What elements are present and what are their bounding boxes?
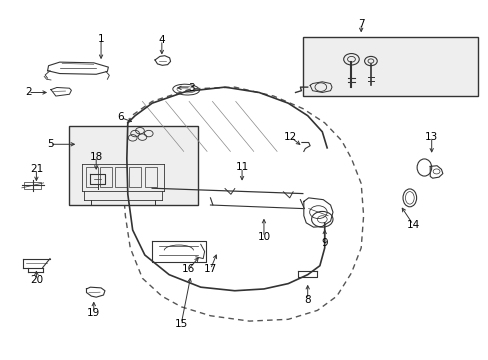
Text: 13: 13 [424,132,437,142]
Bar [129,167,141,187]
Text: 14: 14 [406,220,419,230]
Text: 16: 16 [182,264,195,274]
Text: 4: 4 [158,35,165,45]
Text: 7: 7 [357,18,364,28]
Bar [85,167,98,187]
Text: 18: 18 [89,152,102,162]
Text: 12: 12 [284,132,297,142]
Text: 8: 8 [304,295,310,305]
Text: 11: 11 [235,162,248,172]
Text: 15: 15 [174,319,187,329]
Text: 19: 19 [87,308,100,318]
Text: 1: 1 [98,34,104,44]
Bar [144,167,157,187]
Bar [302,37,477,96]
Bar [24,182,41,189]
Text: 3: 3 [187,83,194,93]
Text: 20: 20 [30,275,43,285]
Text: 10: 10 [257,232,270,242]
Bar [100,167,112,187]
Text: 2: 2 [25,87,31,98]
Bar [69,126,198,205]
Bar [115,167,126,187]
Text: 21: 21 [30,164,43,174]
Text: 17: 17 [203,264,217,274]
Text: 9: 9 [321,238,327,248]
Text: 5: 5 [46,139,53,149]
Text: 6: 6 [117,112,123,122]
